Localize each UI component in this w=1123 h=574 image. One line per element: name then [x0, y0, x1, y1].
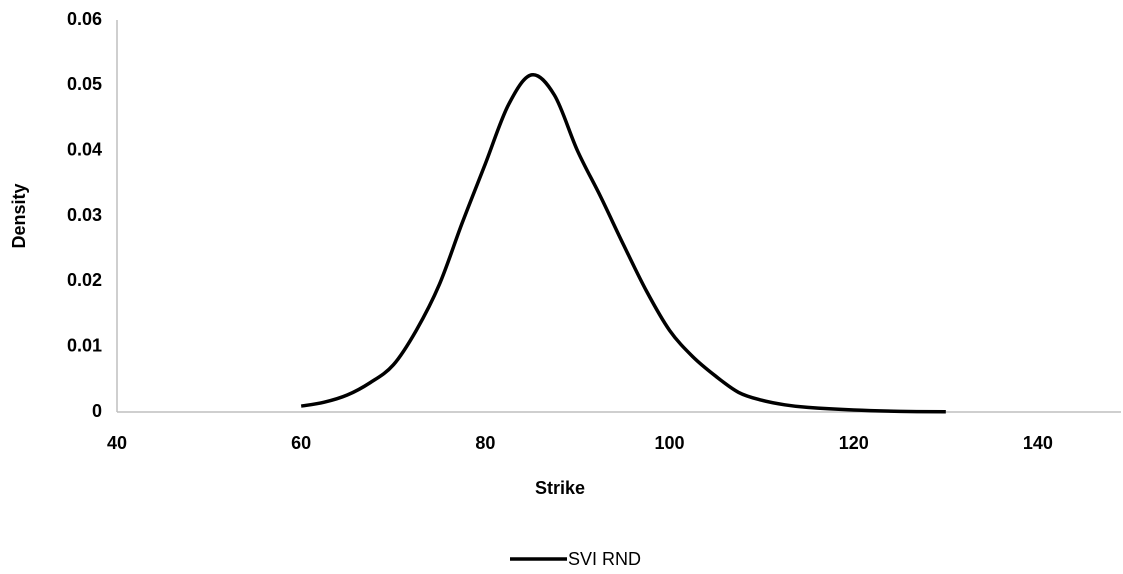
y-tick-label: 0.02 — [67, 270, 102, 290]
y-tick-label: 0 — [92, 401, 102, 421]
y-tick-label: 0.01 — [67, 335, 102, 355]
x-tick-label: 40 — [107, 433, 127, 453]
x-tick-label: 100 — [655, 433, 685, 453]
legend-label: SVI RND — [568, 549, 641, 569]
x-tick-label: 140 — [1023, 433, 1053, 453]
y-tick-label: 0.06 — [67, 9, 102, 29]
y-tick-label: 0.04 — [67, 139, 102, 159]
x-axis-title: Strike — [535, 478, 585, 498]
x-tick-label: 60 — [291, 433, 311, 453]
x-tick-label: 120 — [839, 433, 869, 453]
y-tick-label: 0.03 — [67, 205, 102, 225]
y-tick-label: 0.05 — [67, 74, 102, 94]
y-axis-title: Density — [9, 183, 29, 248]
x-tick-label: 80 — [475, 433, 495, 453]
line-series — [300, 73, 946, 414]
